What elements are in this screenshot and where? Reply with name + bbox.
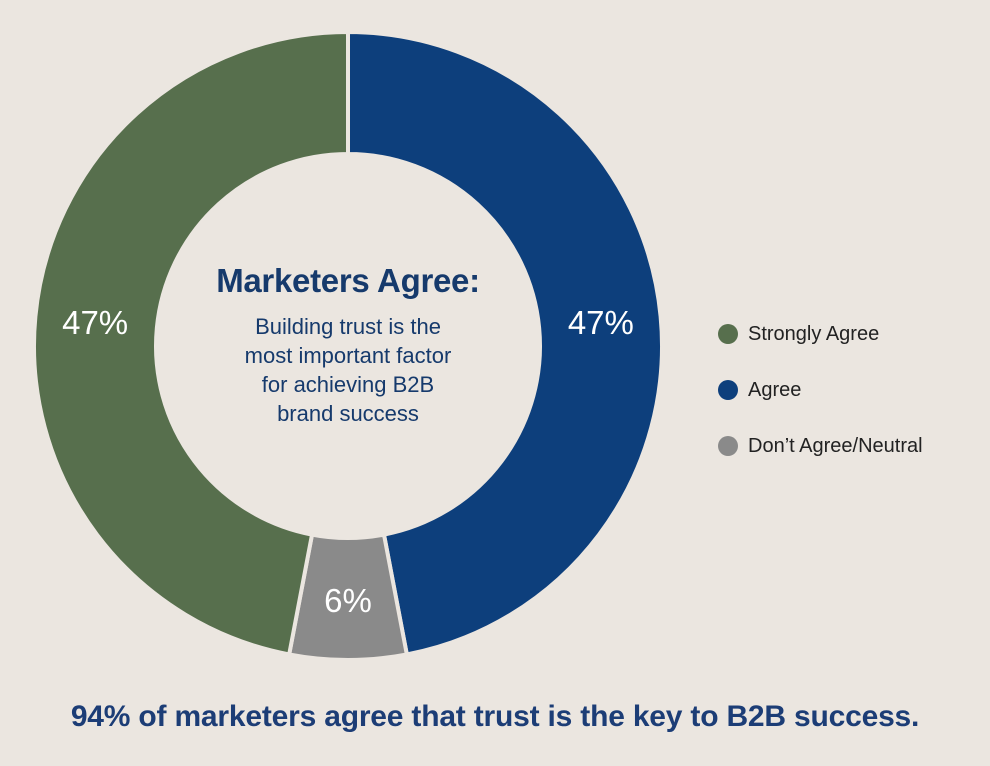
value-label-agree: 47% xyxy=(568,304,634,341)
center-title: Marketers Agree: xyxy=(216,262,480,299)
donut-slice-agree xyxy=(346,29,664,657)
legend-item-agree: Agree xyxy=(718,376,990,404)
center-subtitle-line: most important factor xyxy=(244,343,452,368)
center-subtitle-line: Building trust is the xyxy=(255,314,441,339)
donut-slices xyxy=(32,29,664,662)
legend-label: Don’t Agree/Neutral xyxy=(748,434,923,457)
center-subtitle: Building trust is the most important fac… xyxy=(200,312,496,428)
donut-slice-strongly-agree xyxy=(32,29,350,657)
legend-swatch xyxy=(718,324,738,344)
legend-swatch xyxy=(718,436,738,456)
legend-label: Strongly Agree xyxy=(748,322,880,345)
value-label-dont-agree-neutral: 6% xyxy=(324,582,372,619)
center-subtitle-line: brand success xyxy=(277,401,419,426)
center-subtitle-line: for achieving B2B xyxy=(261,372,435,397)
legend-item-dont-agree-neutral: Don’t Agree/Neutral xyxy=(718,432,990,460)
legend-item-strongly-agree: Strongly Agree xyxy=(718,320,990,348)
legend-label: Agree xyxy=(748,378,802,401)
donut-value-labels: 47% 6% 47% xyxy=(62,304,634,619)
legend-swatch xyxy=(718,380,738,400)
footer-caption: 94% of marketers agree that trust is the… xyxy=(70,700,920,733)
legend: Strongly Agree Agree Don’t Agree/Neutral xyxy=(718,320,990,488)
value-label-strongly-agree: 47% xyxy=(62,304,128,341)
